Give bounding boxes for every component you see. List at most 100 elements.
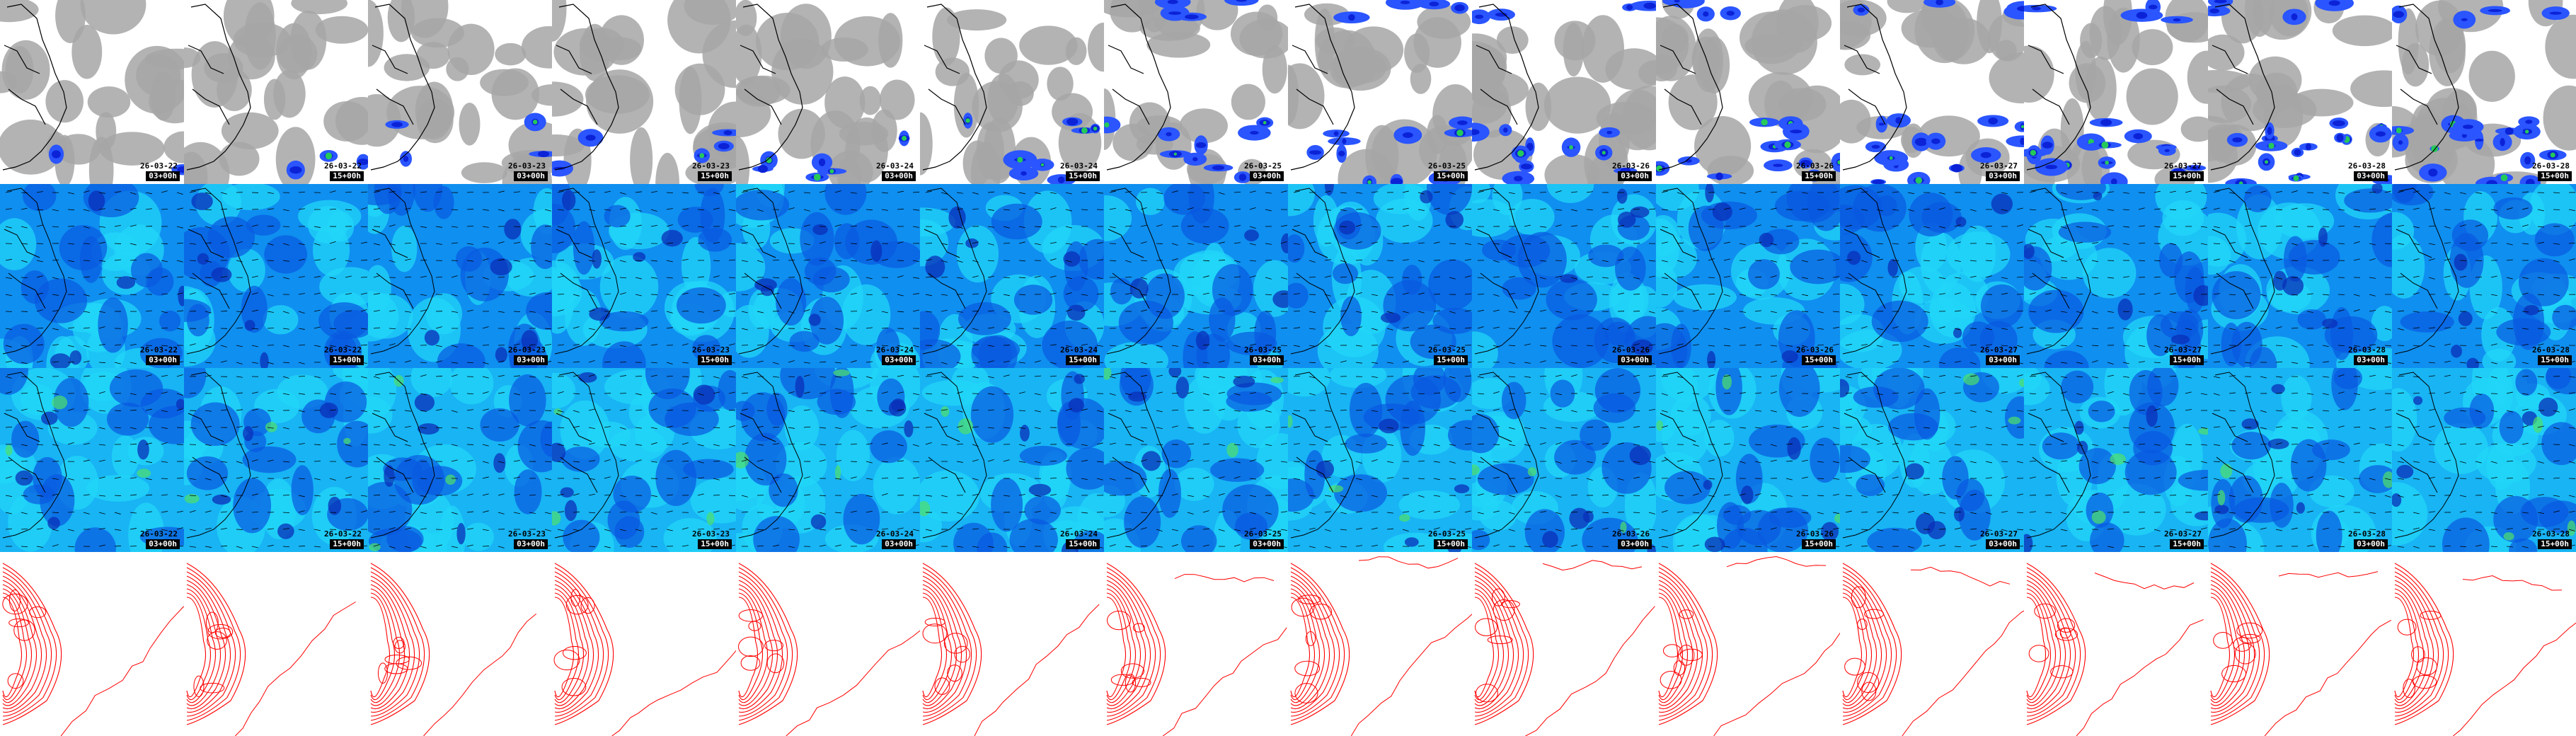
- map-panel-wind-field-b-10: 26-03-26 15+00h: [1656, 368, 1840, 552]
- map-panel-wind-field-a-9: 26-03-26 03+00h: [1472, 184, 1656, 368]
- timestamp-hour: 15+00h: [1066, 355, 1100, 365]
- timestamp-hour: 03+00h: [882, 355, 916, 365]
- map-panel-clouds-precip-8: 26-03-25 15+00h: [1288, 0, 1472, 184]
- timestamp-hour: 15+00h: [698, 355, 732, 365]
- map-panel-wind-field-a-3: 26-03-23 03+00h: [368, 184, 552, 368]
- timestamp-hour: 15+00h: [1434, 539, 1468, 549]
- timestamp-date: 26-03-26: [1796, 345, 1834, 355]
- map-panel-wind-field-b-7: 26-03-25 03+00h: [1104, 368, 1288, 552]
- timestamp-hour: 03+00h: [1250, 171, 1284, 181]
- timestamp-hour: 03+00h: [146, 539, 180, 549]
- timestamp-hour: 03+00h: [514, 171, 548, 181]
- map-panel-wind-field-a-6: 26-03-24 15+00h: [920, 184, 1104, 368]
- timestamp-date: 26-03-26: [1796, 529, 1834, 539]
- map-panel-wind-field-b-4: 26-03-23 15+00h: [552, 368, 736, 552]
- map-panel-wind-field-a-10: 26-03-26 15+00h: [1656, 184, 1840, 368]
- map-pressure-contours: [1472, 552, 1656, 736]
- map-panel-clouds-precip-2: 26-03-22 15+00h: [184, 0, 368, 184]
- timestamp-date: 26-03-26: [1612, 161, 1650, 171]
- timestamp-date: 26-03-24: [1060, 345, 1098, 355]
- timestamp-date: 26-03-22: [324, 161, 362, 171]
- map-panel-wind-field-b-6: 26-03-24 15+00h: [920, 368, 1104, 552]
- map-clouds-precip: [1840, 0, 2024, 184]
- map-pressure-contours: [2024, 552, 2208, 736]
- timestamp-label: 26-03-28 03+00h: [2346, 161, 2388, 181]
- map-panel-wind-field-a-11: 26-03-27 03+00h: [1840, 184, 2024, 368]
- timestamp-date: 26-03-23: [692, 161, 730, 171]
- map-pressure-contours: [1656, 552, 1840, 736]
- timestamp-hour: 03+00h: [514, 539, 548, 549]
- timestamp-hour: 15+00h: [2538, 539, 2572, 549]
- timestamp-label: 26-03-22 03+00h: [138, 161, 180, 181]
- map-wind-field-a: [1840, 184, 2024, 368]
- map-wind-field-a: [736, 184, 920, 368]
- timestamp-date: 26-03-27: [1980, 161, 2018, 171]
- timestamp-label: 26-03-23 03+00h: [506, 345, 548, 365]
- timestamp-label: 26-03-27 15+00h: [2162, 345, 2204, 365]
- timestamp-label: 26-03-27 03+00h: [1978, 529, 2020, 549]
- map-pressure-contours: [1104, 552, 1288, 736]
- timestamp-label: 26-03-24 03+00h: [874, 161, 916, 181]
- map-wind-field-b: [1656, 368, 1840, 552]
- map-pressure-contours: [2208, 552, 2392, 736]
- map-panel-wind-field-a-2: 26-03-22 15+00h: [184, 184, 368, 368]
- timestamp-hour: 15+00h: [1066, 539, 1100, 549]
- map-wind-field-b: [2024, 368, 2208, 552]
- map-wind-field-a: [2392, 184, 2576, 368]
- map-panel-pressure-contours-10: [1656, 552, 1840, 736]
- map-panel-clouds-precip-1: 26-03-22 03+00h: [0, 0, 184, 184]
- timestamp-hour: 15+00h: [698, 171, 732, 181]
- timestamp-label: 26-03-28 03+00h: [2346, 345, 2388, 365]
- timestamp-label: 26-03-24 03+00h: [874, 529, 916, 549]
- timestamp-date: 26-03-27: [1980, 345, 2018, 355]
- timestamp-label: 26-03-22 15+00h: [322, 529, 364, 549]
- timestamp-label: 26-03-26 15+00h: [1794, 345, 1836, 365]
- timestamp-hour: 03+00h: [2354, 171, 2388, 181]
- timestamp-label: 26-03-28 15+00h: [2530, 161, 2572, 181]
- map-wind-field-a: [920, 184, 1104, 368]
- map-wind-field-b: [184, 368, 368, 552]
- timestamp-hour: 03+00h: [514, 355, 548, 365]
- map-wind-field-b: [2208, 368, 2392, 552]
- timestamp-hour: 03+00h: [1250, 539, 1284, 549]
- timestamp-hour: 15+00h: [330, 171, 364, 181]
- timestamp-hour: 15+00h: [1802, 171, 1836, 181]
- timestamp-date: 26-03-25: [1244, 345, 1282, 355]
- timestamp-date: 26-03-26: [1612, 529, 1650, 539]
- timestamp-date: 26-03-25: [1428, 529, 1466, 539]
- timestamp-hour: 03+00h: [146, 355, 180, 365]
- map-panel-clouds-precip-9: 26-03-26 03+00h: [1472, 0, 1656, 184]
- map-wind-field-b: [1288, 368, 1472, 552]
- map-panel-wind-field-a-8: 26-03-25 15+00h: [1288, 184, 1472, 368]
- map-panel-clouds-precip-4: 26-03-23 15+00h: [552, 0, 736, 184]
- timestamp-date: 26-03-28: [2532, 345, 2570, 355]
- map-clouds-precip: [2208, 0, 2392, 184]
- timestamp-label: 26-03-22 15+00h: [322, 345, 364, 365]
- map-wind-field-a: [0, 184, 184, 368]
- timestamp-label: 26-03-23 15+00h: [690, 161, 732, 181]
- timestamp-label: 26-03-23 15+00h: [690, 345, 732, 365]
- map-panel-wind-field-a-4: 26-03-23 15+00h: [552, 184, 736, 368]
- map-panel-clouds-precip-7: 26-03-25 03+00h: [1104, 0, 1288, 184]
- timestamp-hour: 15+00h: [2170, 539, 2204, 549]
- map-clouds-precip: [0, 0, 184, 184]
- timestamp-date: 26-03-24: [1060, 161, 1098, 171]
- timestamp-date: 26-03-23: [692, 529, 730, 539]
- timestamp-label: 26-03-26 03+00h: [1610, 529, 1652, 549]
- map-pressure-contours: [184, 552, 368, 736]
- map-pressure-contours: [552, 552, 736, 736]
- map-panel-clouds-precip-10: 26-03-26 15+00h: [1656, 0, 1840, 184]
- map-wind-field-b: [1472, 368, 1656, 552]
- map-panel-pressure-contours-3: [368, 552, 552, 736]
- timestamp-label: 26-03-26 03+00h: [1610, 345, 1652, 365]
- timestamp-label: 26-03-25 15+00h: [1426, 161, 1468, 181]
- map-wind-field-a: [184, 184, 368, 368]
- map-pressure-contours: [1840, 552, 2024, 736]
- timestamp-hour: 15+00h: [1066, 171, 1100, 181]
- timestamp-hour: 03+00h: [1986, 171, 2020, 181]
- map-clouds-precip: [1656, 0, 1840, 184]
- map-panel-pressure-contours-8: [1288, 552, 1472, 736]
- map-panel-wind-field-a-1: 26-03-22 03+00h: [0, 184, 184, 368]
- map-panel-wind-field-a-5: 26-03-24 03+00h: [736, 184, 920, 368]
- timestamp-label: 26-03-23 03+00h: [506, 529, 548, 549]
